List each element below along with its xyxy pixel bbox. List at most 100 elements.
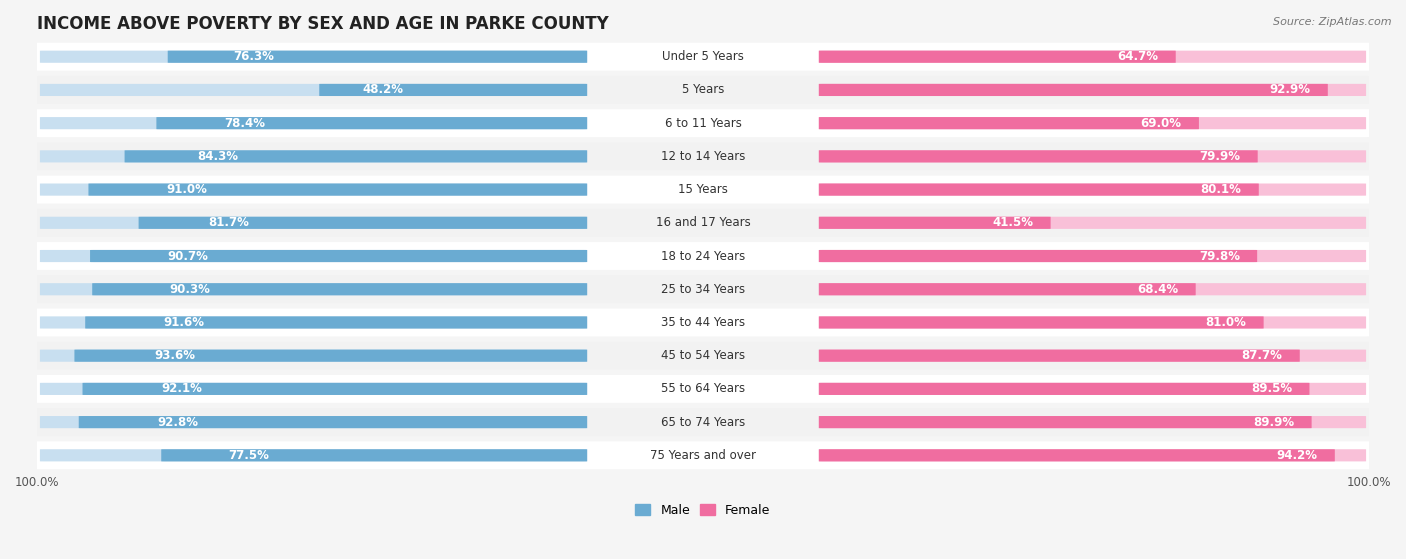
FancyBboxPatch shape [818, 283, 1195, 295]
Legend: Male, Female: Male, Female [630, 499, 776, 522]
FancyBboxPatch shape [27, 375, 1379, 403]
FancyBboxPatch shape [818, 117, 1199, 129]
Text: Under 5 Years: Under 5 Years [662, 50, 744, 63]
FancyBboxPatch shape [139, 217, 588, 229]
Text: 48.2%: 48.2% [363, 83, 404, 97]
Text: 90.7%: 90.7% [167, 249, 208, 263]
FancyBboxPatch shape [39, 84, 588, 96]
Text: 92.8%: 92.8% [157, 415, 198, 429]
FancyBboxPatch shape [818, 449, 1334, 461]
Text: 41.5%: 41.5% [993, 216, 1033, 229]
FancyBboxPatch shape [818, 383, 1367, 395]
FancyBboxPatch shape [27, 43, 1379, 70]
FancyBboxPatch shape [27, 209, 1379, 237]
Text: Source: ZipAtlas.com: Source: ZipAtlas.com [1274, 17, 1392, 27]
FancyBboxPatch shape [27, 342, 1379, 369]
FancyBboxPatch shape [27, 176, 1379, 203]
Text: 68.4%: 68.4% [1137, 283, 1178, 296]
FancyBboxPatch shape [39, 183, 588, 196]
Text: 64.7%: 64.7% [1118, 50, 1159, 63]
FancyBboxPatch shape [75, 349, 588, 362]
FancyBboxPatch shape [39, 117, 588, 129]
FancyBboxPatch shape [27, 275, 1379, 303]
Text: 65 to 74 Years: 65 to 74 Years [661, 415, 745, 429]
FancyBboxPatch shape [27, 76, 1379, 104]
FancyBboxPatch shape [89, 183, 588, 196]
FancyBboxPatch shape [818, 183, 1367, 196]
Text: 78.4%: 78.4% [224, 117, 264, 130]
FancyBboxPatch shape [39, 217, 588, 229]
FancyBboxPatch shape [27, 309, 1379, 337]
Text: INCOME ABOVE POVERTY BY SEX AND AGE IN PARKE COUNTY: INCOME ABOVE POVERTY BY SEX AND AGE IN P… [37, 15, 609, 33]
Text: 5 Years: 5 Years [682, 83, 724, 97]
FancyBboxPatch shape [818, 349, 1299, 362]
FancyBboxPatch shape [93, 283, 588, 295]
FancyBboxPatch shape [818, 150, 1367, 163]
FancyBboxPatch shape [818, 217, 1367, 229]
FancyBboxPatch shape [818, 150, 1258, 163]
FancyBboxPatch shape [79, 416, 588, 428]
Text: 92.9%: 92.9% [1270, 83, 1310, 97]
Text: 81.7%: 81.7% [208, 216, 249, 229]
Text: 91.0%: 91.0% [166, 183, 207, 196]
Text: 45 to 54 Years: 45 to 54 Years [661, 349, 745, 362]
FancyBboxPatch shape [818, 250, 1367, 262]
Text: 75 Years and over: 75 Years and over [650, 449, 756, 462]
FancyBboxPatch shape [818, 250, 1257, 262]
FancyBboxPatch shape [27, 442, 1379, 469]
Text: 90.3%: 90.3% [169, 283, 209, 296]
Text: 76.3%: 76.3% [233, 50, 274, 63]
Text: 81.0%: 81.0% [1205, 316, 1246, 329]
FancyBboxPatch shape [818, 51, 1175, 63]
FancyBboxPatch shape [818, 383, 1309, 395]
FancyBboxPatch shape [39, 283, 588, 295]
Text: 91.6%: 91.6% [163, 316, 204, 329]
FancyBboxPatch shape [818, 416, 1312, 428]
Text: 93.6%: 93.6% [155, 349, 195, 362]
FancyBboxPatch shape [39, 416, 588, 428]
FancyBboxPatch shape [818, 84, 1367, 96]
FancyBboxPatch shape [162, 449, 588, 461]
Text: 25 to 34 Years: 25 to 34 Years [661, 283, 745, 296]
Text: 87.7%: 87.7% [1241, 349, 1282, 362]
FancyBboxPatch shape [818, 283, 1367, 295]
Text: 6 to 11 Years: 6 to 11 Years [665, 117, 741, 130]
FancyBboxPatch shape [818, 217, 1050, 229]
FancyBboxPatch shape [125, 150, 588, 163]
FancyBboxPatch shape [39, 449, 588, 461]
Text: 15 Years: 15 Years [678, 183, 728, 196]
FancyBboxPatch shape [818, 84, 1327, 96]
FancyBboxPatch shape [818, 183, 1258, 196]
Text: 16 and 17 Years: 16 and 17 Years [655, 216, 751, 229]
Text: 77.5%: 77.5% [228, 449, 269, 462]
Text: 89.9%: 89.9% [1253, 415, 1295, 429]
Text: 12 to 14 Years: 12 to 14 Years [661, 150, 745, 163]
FancyBboxPatch shape [156, 117, 588, 129]
FancyBboxPatch shape [39, 349, 588, 362]
Text: 79.8%: 79.8% [1199, 249, 1240, 263]
FancyBboxPatch shape [27, 109, 1379, 137]
Text: 35 to 44 Years: 35 to 44 Years [661, 316, 745, 329]
FancyBboxPatch shape [167, 51, 588, 63]
FancyBboxPatch shape [818, 349, 1367, 362]
FancyBboxPatch shape [39, 250, 588, 262]
FancyBboxPatch shape [818, 316, 1367, 329]
Text: 92.1%: 92.1% [162, 382, 202, 395]
Text: 55 to 64 Years: 55 to 64 Years [661, 382, 745, 395]
FancyBboxPatch shape [39, 383, 588, 395]
Text: 89.5%: 89.5% [1251, 382, 1292, 395]
FancyBboxPatch shape [818, 316, 1264, 329]
Text: 84.3%: 84.3% [197, 150, 238, 163]
Text: 69.0%: 69.0% [1140, 117, 1181, 130]
Text: 18 to 24 Years: 18 to 24 Years [661, 249, 745, 263]
FancyBboxPatch shape [39, 150, 588, 163]
FancyBboxPatch shape [39, 51, 588, 63]
FancyBboxPatch shape [27, 242, 1379, 270]
Text: 80.1%: 80.1% [1201, 183, 1241, 196]
FancyBboxPatch shape [83, 383, 588, 395]
Text: 79.9%: 79.9% [1199, 150, 1240, 163]
FancyBboxPatch shape [27, 408, 1379, 436]
FancyBboxPatch shape [818, 449, 1367, 461]
FancyBboxPatch shape [818, 416, 1367, 428]
FancyBboxPatch shape [818, 51, 1367, 63]
